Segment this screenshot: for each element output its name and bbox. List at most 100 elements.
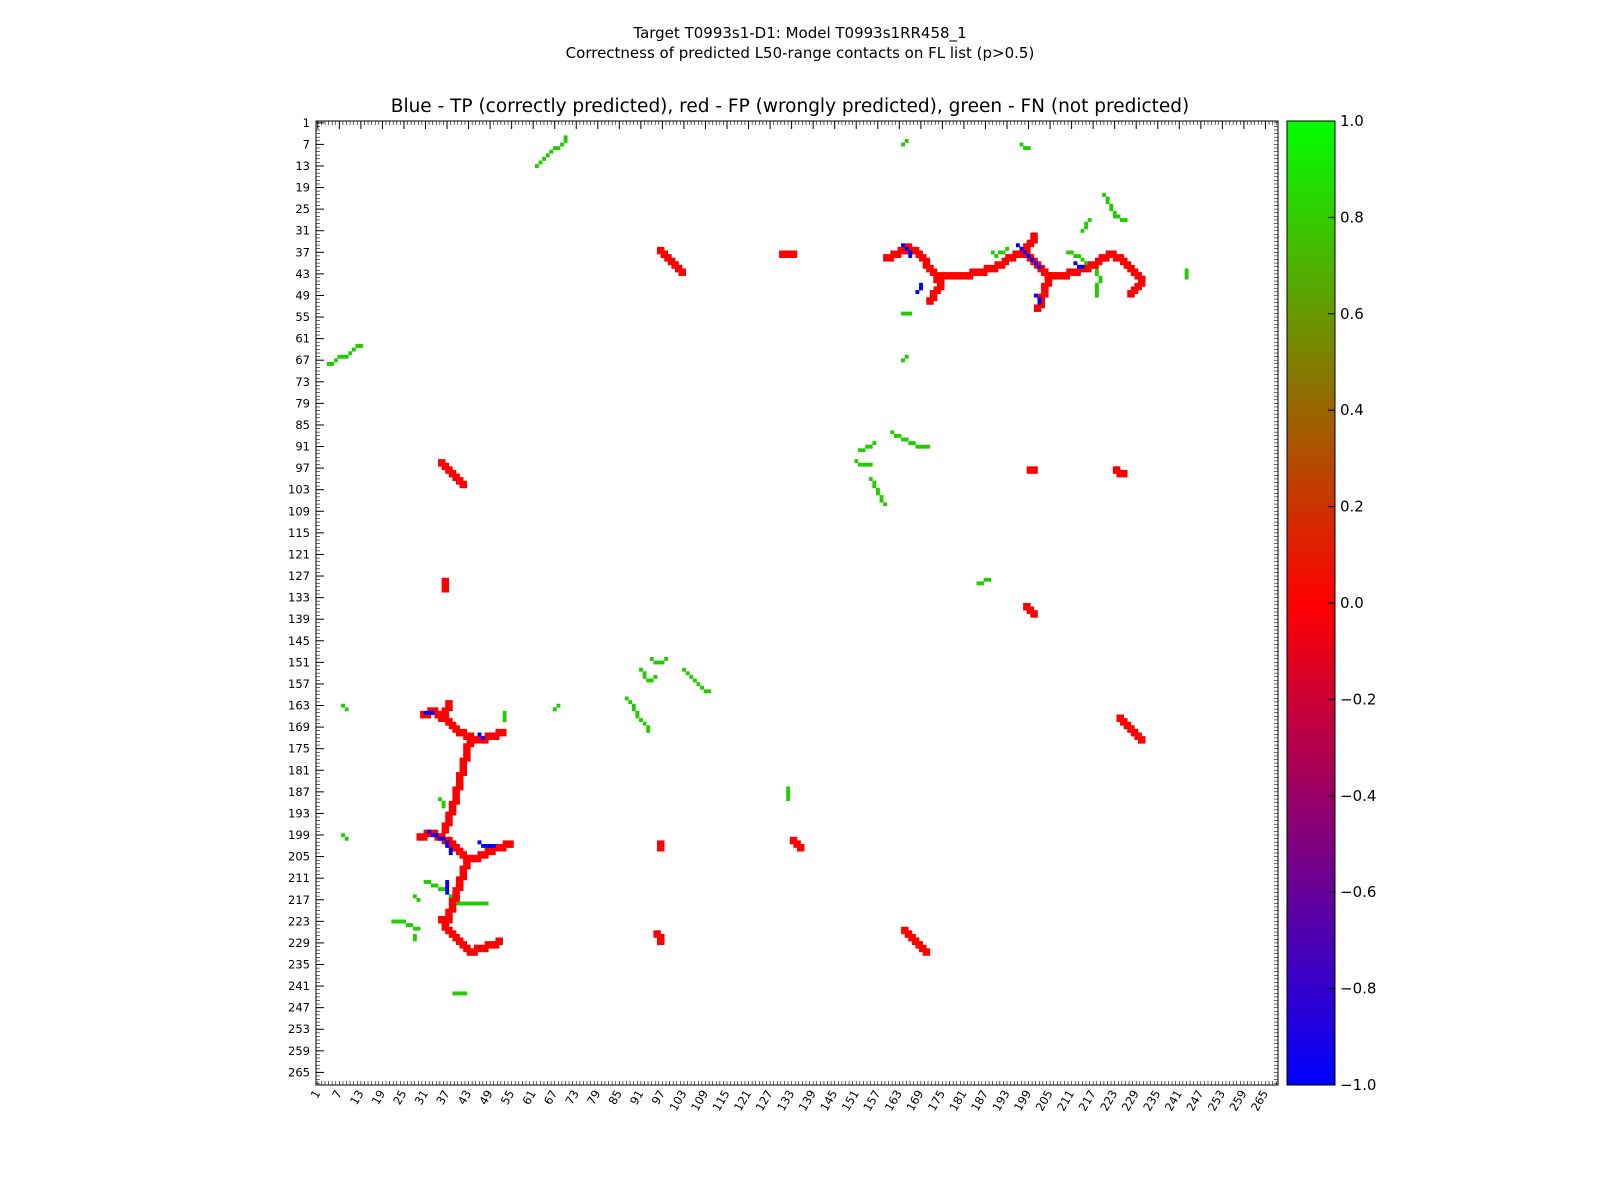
x-tick-label: 181 xyxy=(946,1088,969,1114)
contact-cell-fp xyxy=(448,933,453,938)
contact-cell-fp xyxy=(994,261,999,266)
contact-cell-fp xyxy=(883,254,888,258)
contact-cell-fp xyxy=(445,469,450,474)
contact-cell-fn xyxy=(660,660,665,665)
contact-cell-fp xyxy=(908,937,913,942)
contact-cell-fn xyxy=(412,933,417,938)
contact-cell-fp xyxy=(1041,268,1045,273)
contact-cell-tp xyxy=(491,844,496,848)
contact-cell-fp xyxy=(459,484,464,489)
contact-cell-fp xyxy=(441,707,446,712)
contact-cell-fp xyxy=(1033,304,1038,309)
contact-cell-fp xyxy=(936,282,941,287)
x-tick-label: 85 xyxy=(605,1088,624,1108)
contact-cell-fp xyxy=(1037,293,1042,298)
contact-cell-fp xyxy=(919,941,923,946)
contact-cell-fp xyxy=(1005,257,1010,262)
contact-cell-fp xyxy=(908,243,913,248)
contact-cell-fp xyxy=(1112,469,1117,474)
y-tick-label: 73 xyxy=(295,375,310,389)
contact-cell-fp xyxy=(459,761,464,766)
contact-cell-fp xyxy=(448,804,453,809)
contact-cell-fn xyxy=(1105,196,1110,201)
contact-cell-fp xyxy=(441,588,446,593)
y-tick-label: 19 xyxy=(295,181,310,195)
y-tick-label: 61 xyxy=(295,332,310,346)
contact-cell-fp xyxy=(915,250,920,255)
contact-cell-fn xyxy=(868,444,873,449)
y-tick-label: 103 xyxy=(288,483,310,497)
contact-cell-fp xyxy=(1084,264,1089,269)
y-tick-label: 25 xyxy=(295,202,310,216)
y-tick-label: 133 xyxy=(288,591,310,605)
contact-cell-fp xyxy=(954,272,959,276)
contact-cell-fp xyxy=(452,811,457,816)
contact-cell-fn xyxy=(642,721,647,726)
contact-cell-fp xyxy=(445,721,450,726)
contact-cell-fp xyxy=(448,930,453,935)
contact-cell-fp xyxy=(1030,610,1035,615)
y-tick-label: 151 xyxy=(288,655,310,669)
contact-cell-fn xyxy=(624,696,629,701)
contact-cell-fp xyxy=(890,257,895,262)
contact-cell-fp xyxy=(448,469,453,474)
contact-cell-fn xyxy=(994,254,999,258)
contact-cell-fp xyxy=(969,268,974,273)
contact-cell-fp xyxy=(1123,473,1128,478)
y-tick-label: 211 xyxy=(288,871,310,885)
y-tick-label: 97 xyxy=(295,461,310,475)
contact-cell-fp xyxy=(459,786,464,791)
contact-cell-fp xyxy=(940,275,945,280)
x-tick-label: 241 xyxy=(1162,1088,1185,1114)
contact-cell-fp xyxy=(459,782,464,787)
contact-cell-tp xyxy=(488,844,493,848)
contact-cell-fn xyxy=(689,674,694,679)
contact-cell-fn xyxy=(901,142,905,147)
contact-cell-fp xyxy=(441,710,446,715)
contact-cell-fp xyxy=(1123,261,1128,266)
contact-cell-fp xyxy=(445,707,450,712)
contact-cell-fp xyxy=(1030,613,1035,618)
contact-cell-fp xyxy=(459,847,464,852)
contact-cell-fn xyxy=(911,441,916,446)
plot-area xyxy=(315,120,1279,1086)
contact-cell-fp xyxy=(962,275,967,280)
contact-cell-fp xyxy=(915,941,920,946)
contact-cell-fn xyxy=(868,477,873,482)
contact-cell-fp xyxy=(901,250,905,255)
contact-cell-fp xyxy=(502,840,507,845)
contact-cell-fp xyxy=(448,700,453,705)
contact-cell-fp xyxy=(1005,261,1010,266)
contact-cell-fp xyxy=(1130,264,1135,269)
contact-cell-fp xyxy=(473,944,478,949)
contact-cell-fp xyxy=(477,851,482,856)
contact-cell-fp xyxy=(897,254,902,258)
contact-cell-fp xyxy=(455,782,460,787)
x-tick-label: 259 xyxy=(1226,1088,1249,1114)
contact-cell-fp xyxy=(911,933,916,938)
contact-cell-fp xyxy=(1005,254,1010,258)
contact-cell-tp xyxy=(477,732,482,737)
contact-cell-tp xyxy=(1037,297,1042,302)
contact-cell-fp xyxy=(463,772,468,776)
contact-cell-fp xyxy=(466,861,471,866)
contact-cell-fp xyxy=(445,588,450,593)
contact-cell-fp xyxy=(1141,279,1146,284)
contact-cell-fp xyxy=(491,944,496,949)
contact-cell-fp xyxy=(477,948,482,953)
contact-cell-fn xyxy=(1098,279,1103,284)
contact-cell-fn xyxy=(391,919,396,924)
y-tick-label: 91 xyxy=(295,440,310,454)
contact-cell-fp xyxy=(911,246,916,251)
contact-cell-fp xyxy=(463,732,468,737)
contact-cell-fp xyxy=(1109,254,1114,258)
contact-cell-fn xyxy=(1112,210,1117,215)
x-tick-label: 211 xyxy=(1054,1088,1077,1114)
contact-cell-fp xyxy=(455,933,460,938)
contact-cell-fn xyxy=(330,362,335,366)
contact-cell-fp xyxy=(1127,725,1132,730)
contact-cell-fp xyxy=(922,261,927,266)
contact-cell-fp xyxy=(452,933,457,938)
contact-cell-fp xyxy=(922,264,927,269)
contact-cell-fp xyxy=(459,757,464,762)
